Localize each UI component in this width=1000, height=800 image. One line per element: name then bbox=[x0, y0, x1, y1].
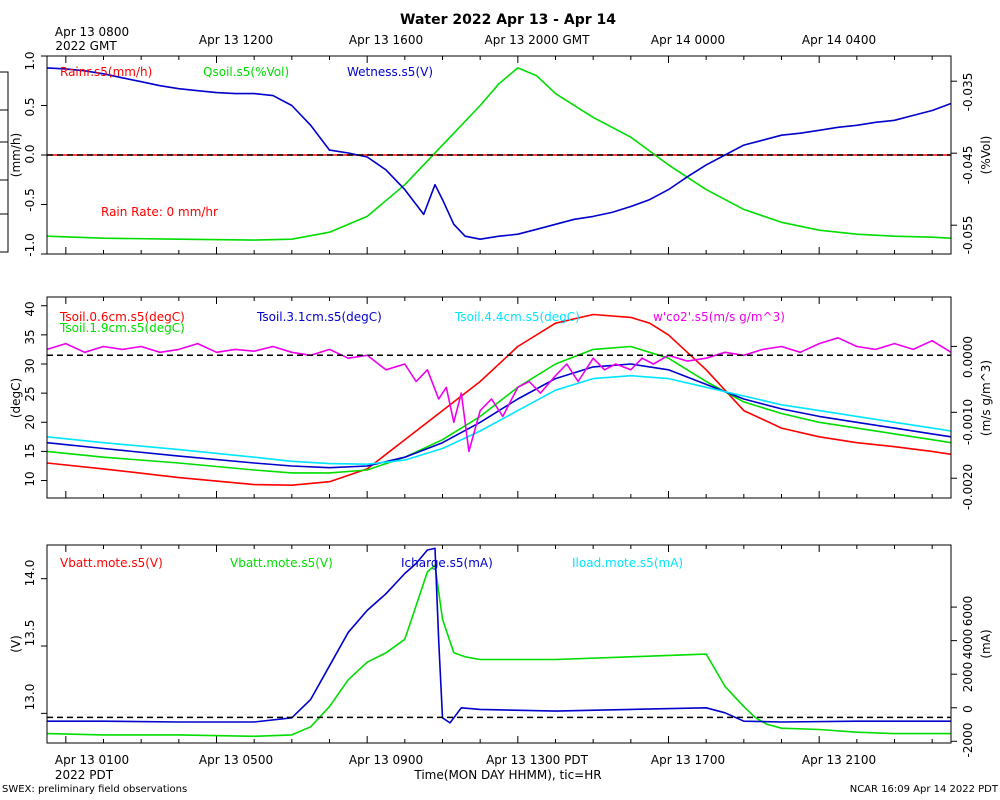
water-y-tick: -1.0 bbox=[23, 233, 37, 256]
soil-y-tick: 35 bbox=[23, 329, 37, 344]
soil-y2-tick: 0.0000 bbox=[961, 336, 975, 378]
soil-y2-tick: -0.0010 bbox=[961, 399, 975, 445]
footer-right: NCAR 16:09 Apr 14 2022 PDT bbox=[850, 784, 999, 795]
power-y-tick: 13.5 bbox=[23, 620, 37, 647]
soil-y-label: (degC) bbox=[9, 378, 23, 418]
water-y-label: (mm/h) bbox=[9, 133, 23, 177]
top-time-label: Apr 13 2000 GMT bbox=[485, 33, 591, 47]
legend-vbatt-green: Vbatt.mote.s5(V) bbox=[230, 556, 333, 570]
legend-iload: Iload.mote.s5(mA) bbox=[572, 556, 683, 570]
power-y2-tick: 0 bbox=[961, 705, 975, 713]
bottom-time-label: Apr 13 0500 bbox=[199, 753, 273, 767]
panel-soil-temperature-ticks bbox=[41, 297, 957, 498]
bottom-time-label: Apr 13 0100 bbox=[55, 753, 129, 767]
legend-tsoil-3-1cm: Tsoil.3.1cm.s5(degC) bbox=[256, 310, 382, 324]
legend-icharge: Icharge.s5(mA) bbox=[401, 556, 493, 570]
water-y2-label: (%Vol) bbox=[979, 136, 993, 175]
panel-soil-temperature-frame bbox=[46, 296, 952, 499]
top-time-label: Apr 13 1200 bbox=[199, 33, 273, 47]
water-y-tick: 1.0 bbox=[23, 51, 37, 70]
water-y2-tick: -0.045 bbox=[961, 146, 975, 185]
panel-water-ticks bbox=[41, 55, 957, 255]
chart-title: Water 2022 Apr 13 - Apr 14 bbox=[400, 12, 616, 28]
bottom-time-corner: 2022 PDT bbox=[55, 768, 114, 782]
series-line-blue bbox=[46, 363, 952, 469]
panel-soil-temperature-series bbox=[46, 313, 952, 487]
series-line-green bbox=[46, 67, 952, 241]
footer-left: SWEX: preliminary field observations bbox=[2, 784, 187, 795]
soil-y2-tick: -0.0020 bbox=[961, 464, 975, 510]
series-line-blue bbox=[47, 547, 951, 724]
panel-power-series bbox=[46, 547, 951, 738]
x-axis-label: Time(MON DAY HHMM), tic=HR bbox=[413, 768, 601, 782]
legend-wetness: Wetness.s5(V) bbox=[347, 65, 433, 79]
series-line-magenta bbox=[46, 336, 952, 453]
panel-water-series bbox=[46, 67, 952, 241]
top-time-corner: 2022 GMT bbox=[55, 39, 117, 53]
water-y-tick: 0.5 bbox=[23, 97, 37, 116]
panel-power-frame bbox=[46, 544, 952, 744]
series-line-green bbox=[46, 345, 952, 474]
water-y-tick: -0.5 bbox=[23, 188, 37, 211]
soil-y2-label: (m/s g/m^3) bbox=[979, 360, 993, 436]
bottom-time-label: Apr 13 1700 bbox=[651, 753, 725, 767]
power-y-tick: 14.0 bbox=[23, 560, 37, 587]
power-y2-tick: 2000 bbox=[961, 662, 975, 693]
soil-y-tick: 40 bbox=[23, 301, 37, 316]
top-time-label: Apr 14 0400 bbox=[802, 33, 876, 47]
series-line-green bbox=[46, 564, 951, 738]
water-y2-tick: -0.055 bbox=[961, 216, 975, 255]
bottom-time-label: Apr 13 1300 PDT bbox=[486, 753, 588, 767]
series-line-cyan bbox=[46, 374, 952, 466]
panel-power-ticks bbox=[41, 545, 957, 743]
legend-tsoil-0-6cm: Tsoil.0.6cm.s5(degC) bbox=[59, 310, 185, 324]
panel-power: 14.0 13.5 13.0 (V) 6000 4000 2000 0 -200… bbox=[9, 544, 993, 758]
bottom-time-label: Apr 13 0900 bbox=[349, 753, 423, 767]
soil-y-tick: 30 bbox=[23, 358, 37, 373]
power-y2-label: (mA) bbox=[979, 629, 993, 658]
top-time-label: Apr 13 0800 bbox=[55, 25, 129, 39]
legend-qsoil: Qsoil.s5(%Vol) bbox=[203, 65, 289, 79]
legend-tsoil-4-4cm: Tsoil.4.4cm.s5(degC) bbox=[454, 310, 580, 324]
power-y2-tick: 6000 bbox=[961, 596, 975, 627]
soil-y-tick: 20 bbox=[23, 414, 37, 429]
power-y2-tick: -2000 bbox=[961, 723, 975, 758]
soil-y-tick: 25 bbox=[23, 386, 37, 401]
power-y-label: (V) bbox=[9, 635, 23, 653]
series-line-blue bbox=[46, 67, 952, 240]
top-time-label: Apr 13 1600 bbox=[349, 33, 423, 47]
panel-soil-temperature: 40 35 30 25 20 15 10 (degC) 0.0000 -0.00… bbox=[9, 296, 993, 510]
legend-rainr: Rainr.s5(mm/h) bbox=[60, 65, 152, 79]
water-y2-tick: -0.035 bbox=[961, 73, 975, 112]
legend-box-fragment bbox=[0, 71, 9, 253]
soil-y-tick: 10 bbox=[23, 471, 37, 486]
power-y-tick: 13.0 bbox=[23, 684, 37, 711]
legend-wco2: w'co2'.s5(m/s g/m^3) bbox=[653, 310, 785, 324]
series-line-red bbox=[46, 313, 952, 487]
legend-tsoil-1-9cm: Tsoil.1.9cm.s5(degC) bbox=[59, 321, 185, 335]
rain-rate-annotation: Rain Rate: 0 mm/hr bbox=[101, 205, 218, 219]
panel-water-frame bbox=[46, 55, 952, 255]
top-time-label: Apr 14 0000 bbox=[651, 33, 725, 47]
panel-water: 1.0 0.5 0.0 -0.5 -1.0 (mm/h) -0.035 -0.0… bbox=[9, 51, 993, 256]
power-y2-tick: 4000 bbox=[961, 629, 975, 660]
soil-y-tick: 15 bbox=[23, 443, 37, 458]
water-y-tick: 0.0 bbox=[23, 144, 37, 163]
bottom-time-label: Apr 13 2100 bbox=[802, 753, 876, 767]
legend-vbatt-red: Vbatt.mote.s5(V) bbox=[60, 556, 163, 570]
